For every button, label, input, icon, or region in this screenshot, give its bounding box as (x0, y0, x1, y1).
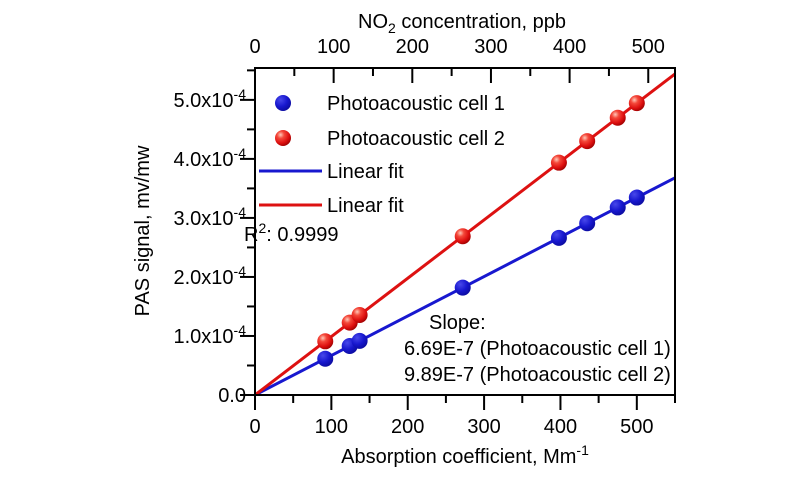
legend: Photoacoustic cell 1 Photoacoustic cell 2… (259, 93, 505, 217)
top-axis-tick-label: 500 (632, 36, 665, 58)
data-point-cell2 (628, 95, 645, 112)
bottom-axis-tick-label: 500 (620, 416, 653, 438)
data-point-cell1 (351, 332, 368, 349)
legend-label: Linear fit (327, 161, 404, 183)
data-point-cell1 (609, 199, 626, 216)
data-point-cell2 (351, 307, 368, 324)
top-axis-title: NO2 concentration, ppb (358, 11, 566, 36)
data-point-cell2 (454, 228, 471, 245)
bottom-axis-tick-label: 400 (544, 416, 577, 438)
bottom-axis-title: Absorption coefficient, Mm-1 (341, 442, 589, 468)
top-axis-tick-label: 300 (474, 36, 507, 58)
r-squared-annotation: R2: 0.9999 (244, 220, 339, 246)
top-axis-tick-label: 0 (249, 36, 260, 58)
top-axis-tick-label: 100 (317, 36, 350, 58)
bottom-axis-tick-label: 100 (315, 416, 348, 438)
slope-title: Slope: (429, 312, 486, 334)
data-point-cell1 (579, 215, 596, 232)
slope-cell2-value: 9.89E-7 (Photoacoustic cell 2) (404, 364, 671, 386)
bottom-axis-tick-label: 0 (249, 416, 260, 438)
left-axis-tick-label: 5.0x10-4 (173, 86, 246, 112)
legend-marker-icon (275, 95, 291, 111)
left-axis-tick-label: 1.0x10-4 (173, 322, 246, 348)
data-point-cell2 (609, 109, 626, 126)
slope-cell1-value: 6.69E-7 (Photoacoustic cell 1) (404, 338, 671, 360)
legend-marker-icon (275, 130, 291, 146)
plot-area (254, 72, 676, 396)
data-point-cell1 (628, 189, 645, 206)
data-point-cell1 (550, 229, 567, 246)
legend-label: Photoacoustic cell 2 (327, 128, 505, 150)
data-point-cell2 (317, 333, 334, 350)
bottom-axis-tick-label: 200 (391, 416, 424, 438)
top-axis-tick-label: 400 (553, 36, 586, 58)
bottom-axis-tick-label: 300 (467, 416, 500, 438)
data-point-cell1 (317, 350, 334, 367)
data-point-cell2 (579, 133, 596, 150)
data-point-cell1 (454, 279, 471, 296)
data-point-cell2 (550, 154, 567, 171)
series-cell1 (317, 189, 645, 367)
left-axis-tick-label: 3.0x10-4 (173, 204, 246, 230)
slope-annotation: Slope: 6.69E-7 (Photoacoustic cell 1) 9.89… (404, 312, 671, 386)
legend-label: Photoacoustic cell 1 (327, 93, 505, 115)
left-axis-tick-label: 2.0x10-4 (173, 263, 246, 289)
left-axis-title: PAS signal, mv/mw (132, 145, 154, 316)
axes (240, 67, 676, 410)
legend-label: Linear fit (327, 195, 404, 217)
plot-frame (254, 67, 676, 396)
top-axis-tick-label: 200 (396, 36, 429, 58)
left-axis-tick-label: 0.0 (218, 385, 246, 407)
series-cell2 (317, 95, 645, 350)
left-axis-tick-label: 4.0x10-4 (173, 145, 246, 171)
